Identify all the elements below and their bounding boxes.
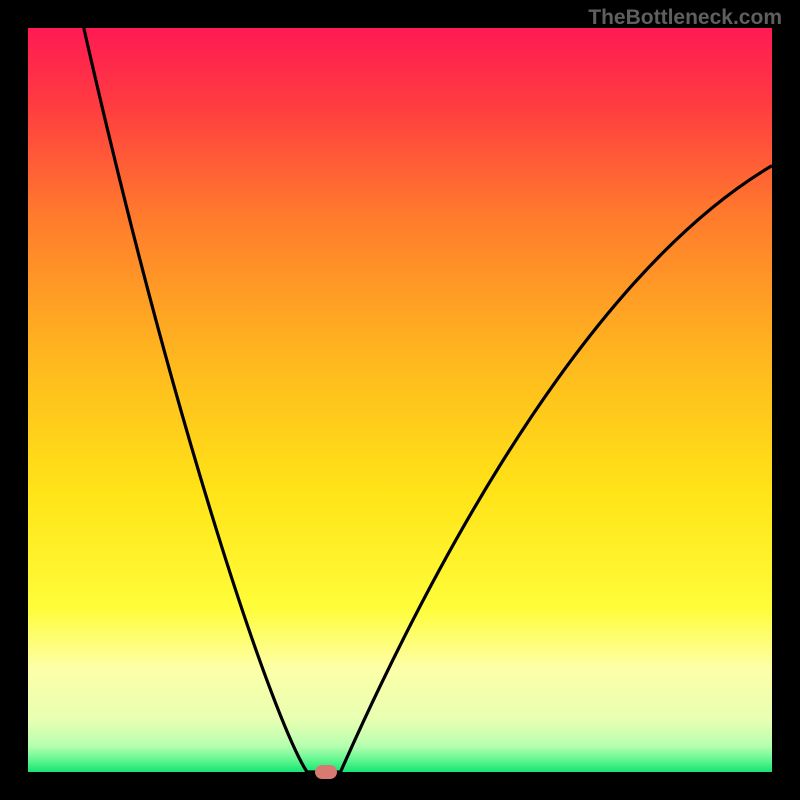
curve-path [84,28,772,772]
watermark-text: TheBottleneck.com [588,6,782,30]
chart-frame: TheBottleneck.com [0,0,800,800]
plot-area [28,28,772,772]
bottleneck-curve [28,28,772,772]
optimum-marker [315,765,337,779]
